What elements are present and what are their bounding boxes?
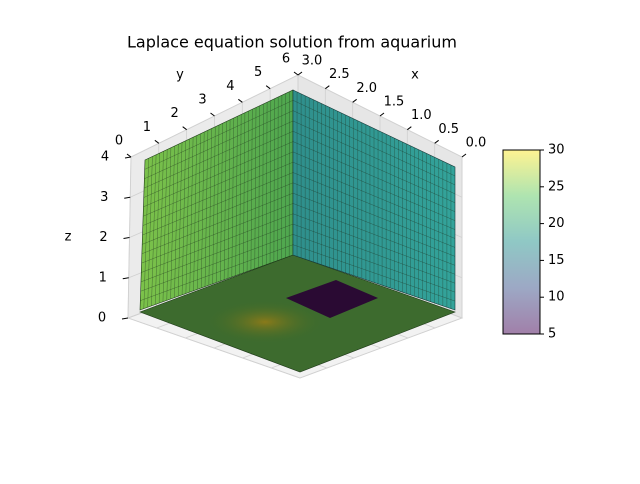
y-tick-label: 6 [282, 52, 290, 67]
tick-mark [435, 140, 439, 143]
tick-mark [238, 99, 242, 102]
y-tick-label: 5 [254, 65, 262, 80]
x-tick-label: 3.0 [302, 54, 323, 69]
z-tick-label: 2 [99, 230, 107, 245]
tick-mark [298, 72, 302, 75]
x-tick-label: 0.5 [438, 122, 459, 137]
y-tick-label: 1 [143, 120, 151, 135]
z-tick-label: 1 [99, 270, 107, 285]
tick-mark [266, 86, 270, 89]
chart-title: Laplace equation solution from aquarium [127, 33, 457, 52]
y-tick-label: 0 [115, 134, 123, 149]
tick-mark [155, 140, 159, 143]
z-tick-label: 4 [101, 150, 109, 165]
colorbar-tick-label: 20 [548, 216, 565, 231]
y-axis-label: y [176, 68, 184, 83]
colorbar-body [503, 150, 540, 334]
x-tick-label: 2.0 [356, 81, 377, 96]
tick-mark [125, 157, 131, 158]
tick-mark [462, 154, 466, 157]
colorbar-tick-label: 5 [548, 327, 556, 342]
x-tick-label: 2.5 [329, 67, 350, 82]
tick-mark [380, 113, 384, 116]
tick-mark [353, 99, 357, 102]
z-tick-label: 0 [98, 311, 106, 326]
y-tick-label: 4 [226, 79, 234, 94]
colorbar: 5 10 15 20 25 30 [503, 143, 565, 342]
y-tick-label: 3 [198, 93, 206, 108]
colorbar-tick-label: 30 [548, 143, 565, 158]
x-tick-label: 0.0 [466, 136, 487, 151]
colorbar-tick-label: 10 [548, 290, 565, 305]
colorbar-tick-label: 25 [548, 179, 565, 194]
x-axis-label: x [411, 68, 419, 83]
tick-mark [124, 238, 130, 239]
y-tick-label: 2 [171, 106, 179, 121]
z-tick-label: 3 [100, 190, 108, 205]
tick-mark [123, 278, 129, 279]
tick-mark [211, 113, 215, 116]
tick-mark [407, 127, 411, 130]
x-tick-label: 1.0 [411, 108, 432, 123]
colorbar-tick-label: 15 [548, 253, 565, 268]
tick-mark [325, 86, 329, 89]
tick-mark [124, 197, 130, 198]
z-axis-label: z [65, 230, 72, 245]
tick-mark [183, 127, 187, 130]
tick-mark [294, 72, 298, 75]
x-tick-label: 1.5 [384, 95, 405, 110]
tick-mark [122, 318, 128, 319]
tick-mark [127, 154, 131, 157]
